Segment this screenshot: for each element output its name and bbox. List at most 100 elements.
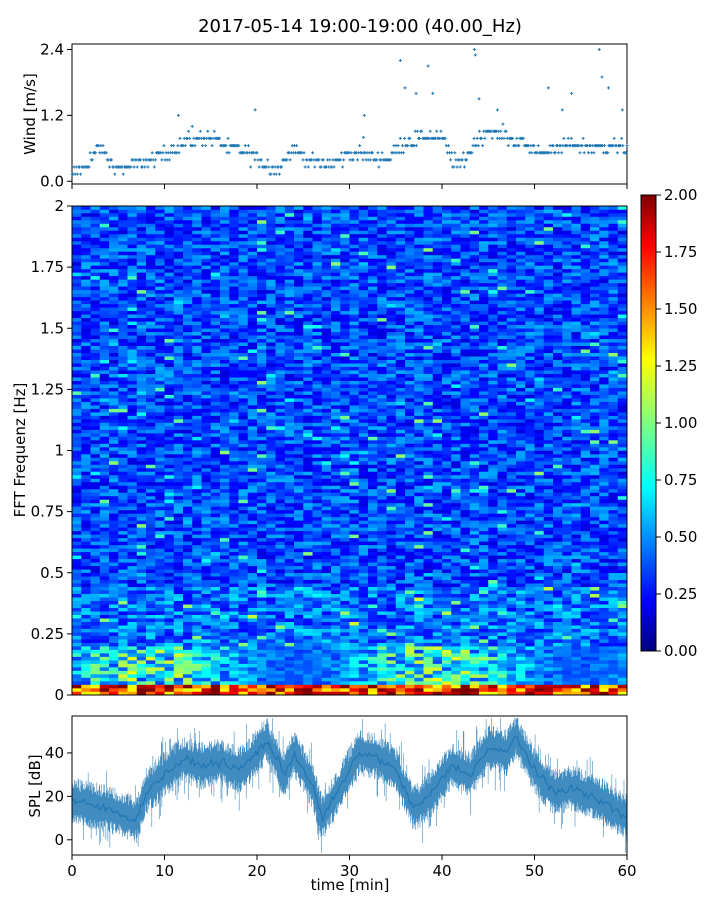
spectrogram-cell	[81, 562, 91, 567]
spectrogram-cell	[617, 450, 628, 455]
spectrogram-cell	[155, 495, 165, 500]
spectrogram-cell	[321, 471, 332, 476]
wind-point	[121, 172, 125, 176]
wind-point	[75, 172, 79, 176]
spectrogram-cell	[525, 572, 535, 577]
spectrogram-cell	[99, 492, 110, 497]
spectrogram-cell	[257, 635, 267, 640]
spectrogram-cell	[72, 576, 82, 581]
spectrogram-cell	[599, 586, 609, 591]
spectrogram-cell	[534, 681, 545, 685]
spectrogram-cell	[192, 597, 202, 601]
spectrogram-cell	[571, 523, 582, 528]
spectrogram-cell	[469, 485, 480, 490]
spectrogram-cell	[488, 453, 498, 458]
spectrogram-cell	[220, 502, 230, 507]
spectrogram-cell	[543, 586, 554, 591]
spectrogram-cell	[183, 653, 193, 657]
spectrogram-cell	[183, 471, 193, 476]
spectrogram-cell	[395, 467, 406, 472]
spectrogram-cell	[405, 464, 415, 469]
spectrogram-cell	[164, 467, 175, 472]
spectrogram-cell	[183, 440, 193, 444]
spectrogram-cell	[266, 667, 276, 671]
spectrogram-cell	[479, 604, 489, 608]
spectrogram-cell	[497, 653, 508, 657]
spectrogram-cell	[340, 450, 350, 455]
wind-point	[612, 136, 616, 140]
spectrogram-cell	[358, 621, 369, 626]
spectrogram-cell	[109, 460, 119, 465]
spectrogram-cell	[525, 506, 535, 511]
spectrogram-cell	[173, 443, 184, 448]
spectrogram-cell	[109, 527, 119, 532]
spectrogram-cell	[220, 447, 230, 451]
spectrogram-cell	[349, 597, 360, 601]
spectrogram-cell	[90, 453, 101, 458]
wind-point	[87, 165, 91, 169]
spectrogram-cell	[155, 604, 165, 608]
spectrogram-cell	[497, 607, 508, 612]
spectrogram-cell	[432, 688, 443, 692]
spectrogram-cell	[617, 551, 628, 556]
spectrogram-cell	[580, 597, 591, 601]
spectrogram-cell	[331, 499, 341, 504]
spectrogram-cell	[451, 670, 461, 675]
spectrogram-cell	[238, 495, 249, 500]
spectrogram-cell	[136, 527, 147, 532]
wind-point-outlier	[620, 108, 624, 112]
spectrogram-cell	[506, 488, 517, 493]
spectrogram-cell	[451, 488, 461, 493]
spectrogram-cell	[127, 600, 138, 605]
spectrogram-cell	[90, 677, 101, 682]
spectrogram-cell	[451, 621, 461, 626]
spectrogram-cell	[321, 607, 332, 612]
spectrogram-cell	[377, 506, 387, 511]
spectrogram-cell	[451, 593, 461, 598]
spectrogram-cell	[479, 565, 489, 570]
spectrogram-cell	[312, 555, 323, 560]
spectrogram-cell	[340, 513, 350, 518]
spectrogram-cell	[331, 450, 341, 455]
wind-point	[237, 144, 241, 148]
spectrogram-cell	[303, 499, 313, 504]
spectrogram-cell	[284, 604, 295, 608]
spectrogram-cell	[220, 453, 230, 458]
spectrogram-cell	[599, 506, 609, 511]
spectrogram-cell	[275, 628, 286, 633]
spectrogram-cell	[580, 541, 591, 546]
spectrogram-cell	[220, 649, 230, 654]
spectrogram-cell	[516, 663, 526, 668]
spectrogram-cell	[525, 628, 535, 633]
spectrogram-cell	[432, 663, 443, 668]
spectrogram-cell	[303, 663, 313, 668]
spectrogram-cell	[599, 618, 609, 622]
spectrogram-cell	[516, 440, 526, 444]
spectrogram-cell	[164, 593, 175, 598]
spectrogram-cell	[469, 523, 480, 528]
spectrogram-cell	[210, 499, 221, 504]
wind-point	[303, 165, 307, 169]
spectrogram-cell	[90, 670, 101, 675]
wind-x-ticks	[71, 184, 628, 189]
spectrogram-cell	[423, 464, 434, 469]
spectrogram-cell	[266, 471, 276, 476]
spectrogram-cell	[183, 492, 193, 497]
spectrogram-cell	[284, 579, 295, 584]
spectrogram-cell	[118, 628, 128, 633]
spectrogram-cell	[303, 474, 313, 479]
spectrogram-cell	[210, 569, 221, 574]
spectrogram-cell	[118, 670, 128, 675]
spectrogram-cell	[423, 688, 434, 692]
spectrogram-cell	[155, 576, 165, 581]
wind-point	[206, 129, 210, 133]
spectrogram-cell	[275, 488, 286, 493]
spectrogram-cell	[183, 639, 193, 643]
spectrogram-cell	[275, 544, 286, 549]
spectrogram-cell	[284, 681, 295, 685]
spectrogram-cell	[257, 499, 267, 504]
spectrogram-cell	[210, 520, 221, 525]
spectrogram-cell	[442, 523, 452, 528]
spectrogram-cell	[220, 551, 230, 556]
spectrogram-cell	[488, 593, 498, 598]
